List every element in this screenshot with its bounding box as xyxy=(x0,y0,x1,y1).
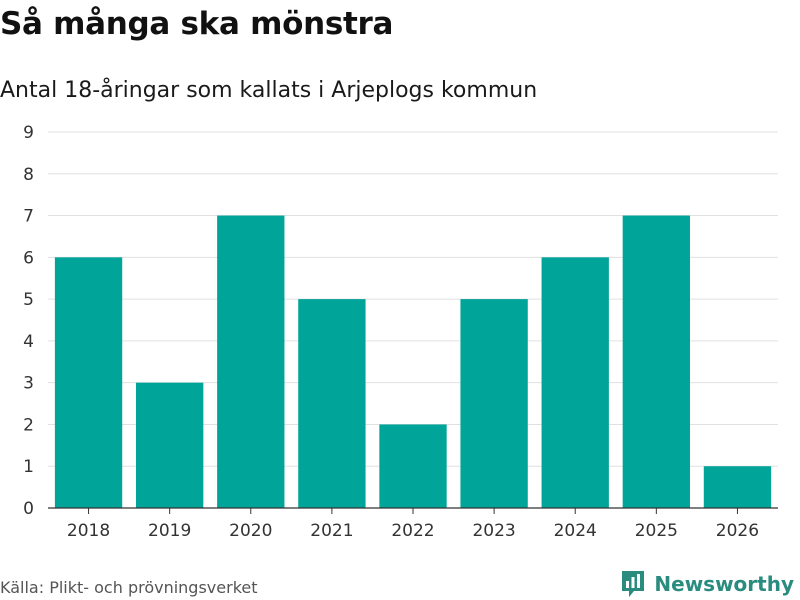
x-tick-label: 2020 xyxy=(229,521,272,541)
y-tick-label: 3 xyxy=(23,374,34,394)
y-tick-label: 7 xyxy=(23,207,34,227)
y-tick-label: 2 xyxy=(23,415,34,435)
y-tick-label: 6 xyxy=(23,248,34,268)
bar-2018 xyxy=(54,257,123,508)
x-tick-label: 2019 xyxy=(148,521,191,541)
bar-2024 xyxy=(541,257,609,508)
logo-text: Newsworthy xyxy=(654,572,794,596)
bar-2023 xyxy=(460,299,528,508)
y-tick-label: 8 xyxy=(23,165,34,185)
y-tick-label: 5 xyxy=(23,290,34,310)
x-axis-ticks: 2018 2019 2020 2021 2022 2023 2024 2025 2026 xyxy=(67,508,759,541)
y-tick-label: 1 xyxy=(23,457,34,477)
bar-2025 xyxy=(622,215,690,509)
x-tick-label: 2022 xyxy=(391,521,434,541)
x-tick-label: 2026 xyxy=(716,521,759,541)
chart-subtitle: Antal 18-åringar som kallats i Arjeplogs… xyxy=(0,78,538,103)
y-tick-label: 4 xyxy=(23,332,34,352)
newsworthy-logo: Newsworthy xyxy=(620,569,794,599)
bar-2020 xyxy=(217,215,285,509)
x-tick-label: 2018 xyxy=(67,521,110,541)
y-tick-label: 0 xyxy=(23,499,34,519)
x-tick-label: 2025 xyxy=(635,521,678,541)
source-note: Källa: Plikt- och prövningsverket xyxy=(0,578,258,597)
newsworthy-bar-icon xyxy=(622,571,645,597)
bars xyxy=(54,215,772,509)
bar-2019 xyxy=(136,382,204,508)
y-tick-label: 9 xyxy=(23,123,34,143)
x-tick-label: 2023 xyxy=(472,521,515,541)
chart-title: Så många ska mönstra xyxy=(0,6,394,42)
y-axis-ticks: 0 1 2 3 4 5 6 7 8 9 xyxy=(23,123,34,519)
bar-2022 xyxy=(379,424,447,508)
x-tick-label: 2024 xyxy=(554,521,597,541)
bar-2026 xyxy=(703,466,772,508)
bar-2021 xyxy=(298,299,366,508)
x-tick-label: 2021 xyxy=(310,521,353,541)
